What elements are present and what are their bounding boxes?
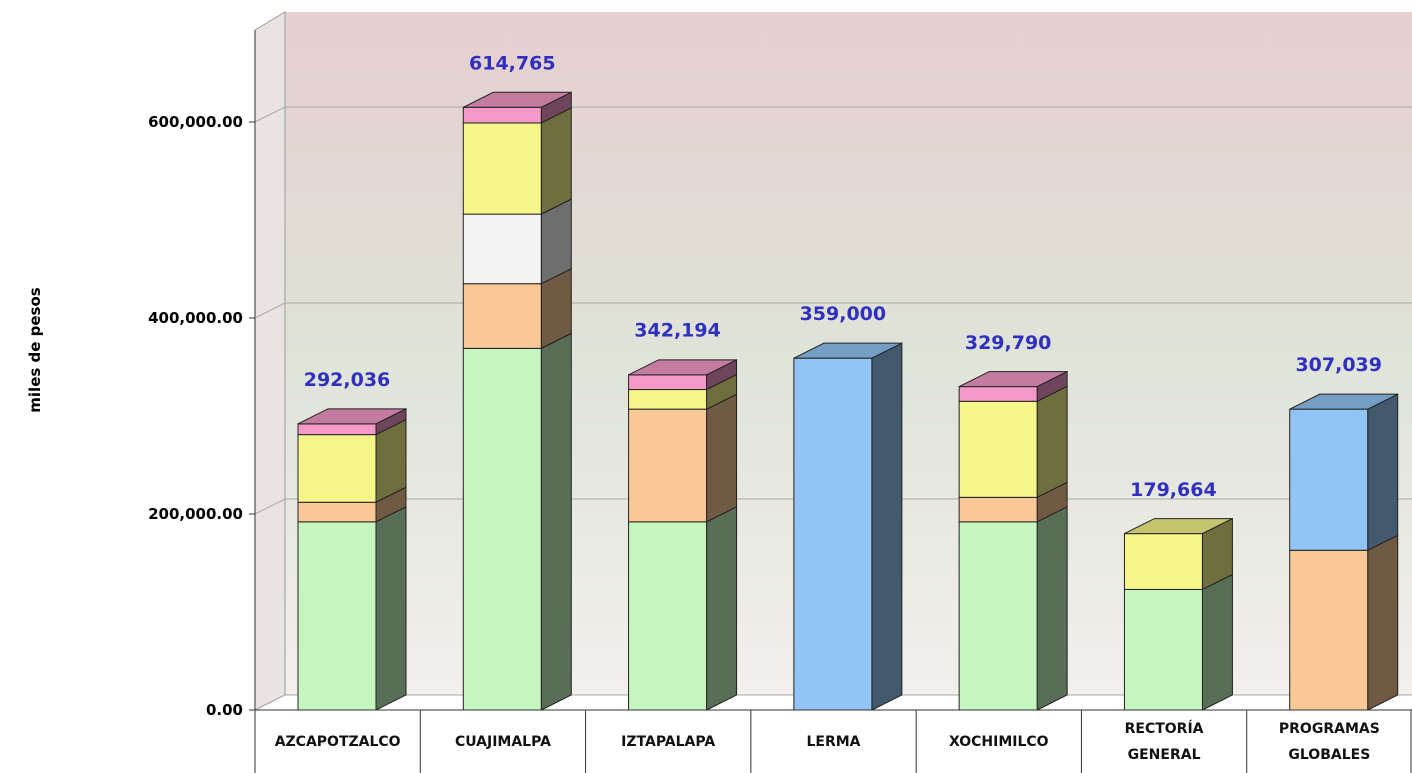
y-tick-label: 600,000.00 [148,113,243,131]
x-tick-label: RECTORÍA GENERAL [1124,720,1204,763]
x-tick-label: LERMA [806,733,861,750]
x-tick-label: CUAJIMALPA [454,733,551,750]
total-label: 342,194 [634,320,721,342]
bar-top [1124,518,1233,535]
bar [1123,588,1203,711]
bar-side [871,342,903,711]
bar-side [540,107,572,215]
bar-side [1201,573,1233,711]
bar [628,521,708,711]
bar [628,408,708,523]
bar [1123,533,1203,590]
bar-side [1036,385,1068,499]
bar-top [297,408,407,425]
x-tick-label: AZCAPOTZALCO [274,733,401,750]
grid-line [254,302,1412,319]
bar-side [1036,506,1068,711]
bar [628,389,708,410]
bar-side [375,506,407,711]
grid-line [254,106,1412,123]
total-label: 614,765 [469,53,556,75]
bar [297,521,377,711]
bar [297,434,377,503]
x-tick-label: IZTAPALAPA [621,733,716,750]
bar-top [1289,393,1398,410]
y-axis-label: miles de pesos [26,287,44,413]
bar-top [793,342,903,359]
bar [462,213,542,285]
bar [462,122,542,215]
total-label: 292,036 [304,369,391,391]
bar-top [463,91,572,108]
bar-top [958,371,1068,388]
bar [628,374,708,391]
bar-top [628,359,737,376]
y-tick-label: 400,000.00 [148,309,243,327]
total-label: 359,000 [800,303,887,325]
y-tick-label: 200,000.00 [148,505,243,523]
side-wall [254,11,286,711]
bar-side [540,332,572,711]
bar [793,357,873,711]
total-label: 329,790 [965,332,1052,354]
bar [462,347,542,711]
total-label: 179,664 [1130,479,1217,501]
total-label: 307,039 [1295,354,1382,376]
bar-side [706,506,738,711]
bar [958,386,1038,402]
bar [297,423,377,436]
x-tick-label: PROGRAMAS GLOBALES [1278,720,1380,763]
bar [297,501,377,523]
bar-side [1367,393,1399,552]
x-tick-label: XOCHIMILCO [948,733,1049,750]
bar [1289,549,1369,711]
bar [462,106,542,124]
bar [958,400,1038,498]
bar [958,521,1038,711]
bar-side [1367,534,1399,711]
bar [1289,408,1369,551]
y-tick-label: 0.00 [206,701,243,719]
bar [462,283,542,349]
bar [958,496,1038,523]
bar-side [706,393,738,523]
